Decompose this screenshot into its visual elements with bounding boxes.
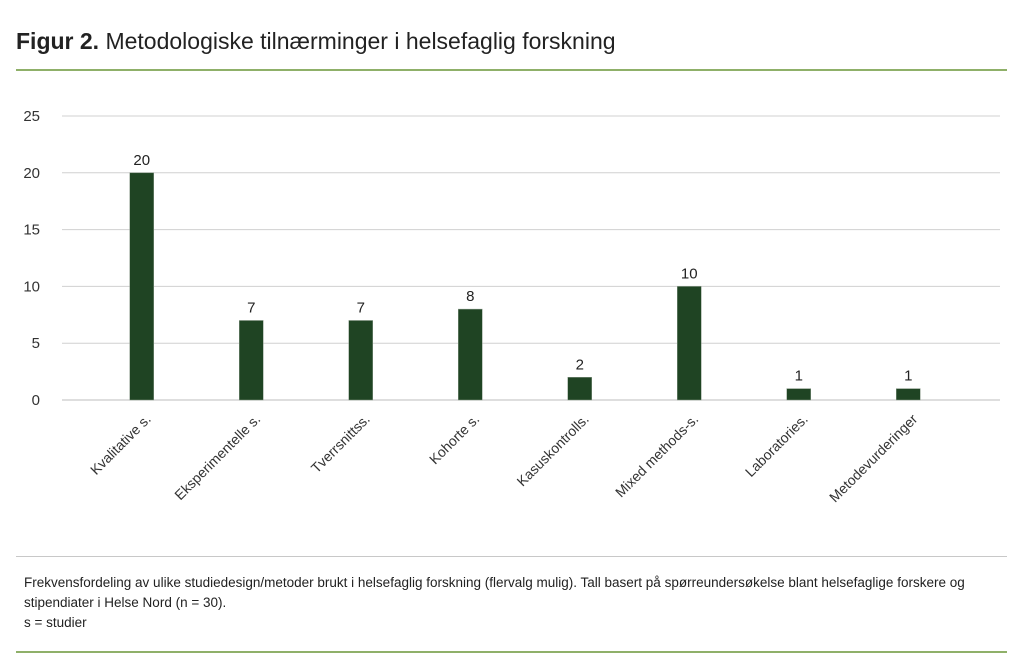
bar — [129, 172, 154, 401]
data-label: 1 — [904, 368, 912, 385]
figure-title: Figur 2. Metodologiske tilnærminger i he… — [16, 28, 616, 55]
bar — [239, 320, 264, 401]
data-label: 10 — [681, 265, 698, 282]
bottom-divider — [16, 651, 1007, 653]
y-tick-label: 20 — [23, 165, 40, 182]
data-label: 1 — [795, 368, 803, 385]
bar — [348, 320, 373, 401]
x-tick-label: Kasuskontrolls. — [513, 411, 591, 489]
data-label: 7 — [247, 299, 255, 316]
y-tick-label: 10 — [23, 278, 40, 295]
x-tick-label: Laboratories. — [742, 411, 811, 480]
caption-note: s = studier — [24, 615, 87, 630]
bar — [786, 388, 811, 401]
x-tick-label: Metodevurderinger — [826, 411, 921, 506]
y-tick-label: 0 — [32, 392, 40, 409]
y-tick-label: 25 — [23, 108, 40, 125]
y-tick-label: 5 — [32, 335, 40, 352]
x-tick-label: Kvalitative s. — [87, 411, 154, 478]
bar — [896, 388, 921, 401]
bar — [458, 308, 483, 401]
top-divider — [16, 69, 1007, 71]
bar-chart: 0 5 10 15 20 25 20 Kvalitative s. 7 Eksperimentel… — [23, 108, 1000, 506]
figure-caption: Frekvensfordeling av ulike studiedesign/… — [24, 573, 1004, 633]
caption-text: Frekvensfordeling av ulike studiedesign/… — [24, 575, 965, 610]
data-label: 2 — [576, 356, 584, 373]
data-label: 8 — [466, 288, 474, 305]
data-label: 7 — [357, 299, 365, 316]
bar — [567, 377, 592, 401]
bar — [677, 286, 702, 401]
figure-title-text: Metodologiske tilnærminger i helsefaglig… — [105, 28, 616, 54]
data-label: 20 — [133, 152, 150, 169]
x-tick-label: Eksperimentelle s. — [171, 411, 263, 503]
figure-label: Figur 2. — [16, 28, 100, 54]
x-tick-label: Kohorte s. — [426, 411, 482, 467]
x-tick-label: Mixed methods-s. — [612, 411, 701, 500]
x-tick-label: Tverrsnittss. — [308, 411, 373, 476]
y-tick-label: 15 — [23, 222, 40, 239]
caption-divider — [16, 556, 1007, 557]
